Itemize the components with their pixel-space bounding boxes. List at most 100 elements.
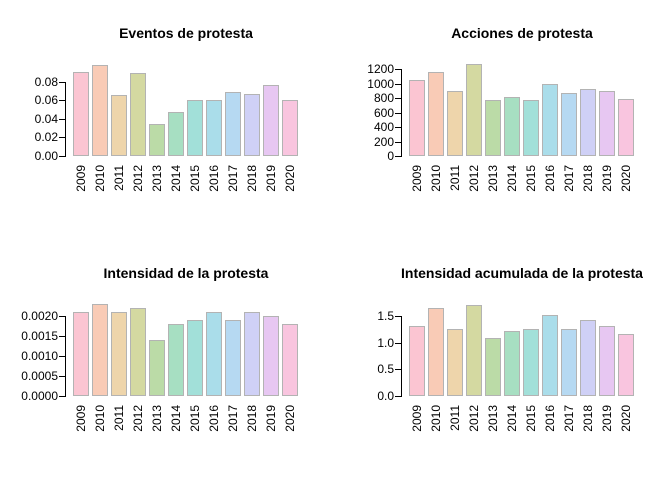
- bar-2014: [168, 112, 184, 156]
- x-tick-label: 2013: [486, 405, 500, 432]
- y-tick-label: 800: [373, 91, 394, 106]
- y-tick-label: 0.0005: [21, 369, 58, 383]
- bar-2017: [225, 320, 241, 396]
- bar-2020: [618, 98, 634, 156]
- x-tick-label: 2012: [131, 165, 145, 192]
- x-tick-label: 2010: [93, 405, 107, 432]
- bar-2017: [561, 328, 577, 396]
- bar-2019: [263, 84, 279, 156]
- x-tick-label: 2019: [264, 405, 278, 432]
- y-tick: [59, 100, 65, 102]
- y-tick: [59, 396, 65, 397]
- bar-2012: [130, 308, 146, 396]
- bar-2013: [149, 340, 165, 396]
- bar-2012: [466, 305, 482, 396]
- x-tick-label: 2020: [619, 165, 633, 192]
- y-tick-label: 1000: [367, 76, 394, 91]
- bar-2019: [599, 325, 615, 396]
- x-tick-label: 2011: [448, 165, 462, 191]
- x-tick-label: 2018: [245, 165, 259, 192]
- y-tick-label: 0.5: [377, 362, 394, 377]
- bar-2016: [206, 312, 222, 396]
- bar-2015: [187, 320, 203, 396]
- y-tick: [395, 127, 401, 128]
- bar-2018: [580, 320, 596, 396]
- chart-panel-intensidad-acumulada: 0.0 0.5 1.0 1.5 2009 2010 2011 2012 2013 2014 2015…: [336, 240, 672, 480]
- y-tick: [59, 137, 65, 139]
- y-tick: [395, 315, 401, 317]
- y-tick: [395, 69, 401, 71]
- y-axis-line: [65, 81, 66, 157]
- x-tick-label: 2011: [112, 165, 126, 191]
- y-tick-label: 0.02: [34, 130, 58, 145]
- bar-2014: [168, 324, 184, 396]
- y-tick-label: 1.5: [377, 308, 394, 323]
- y-tick-label: 0.0: [377, 389, 394, 403]
- chart-title-intensidad-acumulada: Intensidad acumulada de la protesta: [401, 265, 643, 281]
- bar-2012: [130, 72, 146, 156]
- bar-2015: [523, 99, 539, 156]
- y-tick-label: 600: [373, 105, 394, 120]
- x-tick-label: 2019: [600, 165, 614, 192]
- x-tick-label: 2011: [448, 405, 462, 431]
- x-tick-label: 2012: [467, 165, 481, 192]
- x-tick-label: 2009: [410, 405, 424, 432]
- bar-2014: [504, 96, 520, 156]
- x-tick-label: 2018: [581, 405, 595, 432]
- y-tick-label: 0.0015: [21, 329, 58, 343]
- x-tick-label: 2013: [150, 405, 164, 432]
- y-tick: [395, 156, 401, 157]
- y-tick-label: 0.00: [34, 149, 58, 163]
- x-tick-label: 2016: [543, 165, 557, 192]
- x-tick-label: 2015: [524, 405, 538, 432]
- y-tick-label: 0.08: [34, 74, 58, 89]
- y-tick-label: 0.0020: [21, 309, 58, 323]
- y-tick-label: 200: [373, 134, 394, 149]
- bar-2018: [244, 312, 260, 396]
- x-tick-label: 2019: [264, 165, 278, 192]
- y-tick: [395, 141, 401, 143]
- y-tick: [395, 98, 401, 100]
- bar-2012: [466, 64, 482, 156]
- y-tick-label: 0.0010: [21, 349, 58, 363]
- y-tick-label: 1200: [367, 62, 394, 77]
- x-tick-label: 2017: [562, 165, 576, 192]
- x-tick-label: 2017: [226, 165, 240, 192]
- bar-2013: [149, 123, 165, 156]
- x-tick-label: 2017: [226, 405, 240, 432]
- y-tick: [395, 396, 401, 397]
- x-tick-label: 2013: [486, 165, 500, 192]
- x-tick-label: 2013: [150, 165, 164, 192]
- chart-title-intensidad: Intensidad de la protesta: [103, 265, 269, 281]
- y-tick-label: 400: [373, 120, 394, 134]
- plot-area-eventos: 0.00 0.02 0.04 0.06 0.08 2009 2010 2011 2012 2013…: [0, 0, 336, 240]
- x-tick-label: 2016: [207, 405, 221, 432]
- x-tick-label: 2009: [74, 405, 88, 432]
- x-tick-label: 2010: [429, 405, 443, 432]
- plot-area-intensidad-acumulada: 0.0 0.5 1.0 1.5 2009 2010 2011 2012 2013 2014 2015…: [336, 240, 672, 480]
- plot-area-acciones: 0 200 400 600 800 1000 1200 2009 2010 2011 2012 201…: [336, 0, 672, 240]
- bar-2009: [73, 312, 89, 396]
- x-tick-label: 2010: [429, 165, 443, 192]
- x-tick-label: 2015: [188, 165, 202, 192]
- bar-2020: [282, 324, 298, 396]
- bar-2018: [244, 93, 260, 156]
- x-tick-label: 2016: [207, 165, 221, 192]
- y-tick-label: 0.04: [34, 111, 58, 126]
- bar-2019: [599, 90, 615, 156]
- y-tick: [59, 376, 65, 377]
- plot-area-intensidad: 0.0000 0.0005 0.0010 0.0015 0.0020 2009 2010 20…: [0, 240, 336, 480]
- bar-2009: [73, 71, 89, 156]
- bar-2017: [561, 93, 577, 156]
- y-tick: [395, 369, 401, 371]
- bar-2011: [111, 94, 127, 156]
- bar-2010: [92, 65, 108, 156]
- bar-2016: [206, 99, 222, 156]
- bar-2015: [187, 99, 203, 156]
- x-tick-label: 2009: [74, 165, 88, 192]
- x-tick-label: 2020: [283, 165, 297, 192]
- x-tick-label: 2014: [505, 165, 519, 192]
- y-tick-label: 0.0000: [21, 389, 58, 403]
- y-tick-label: 0.06: [34, 93, 58, 108]
